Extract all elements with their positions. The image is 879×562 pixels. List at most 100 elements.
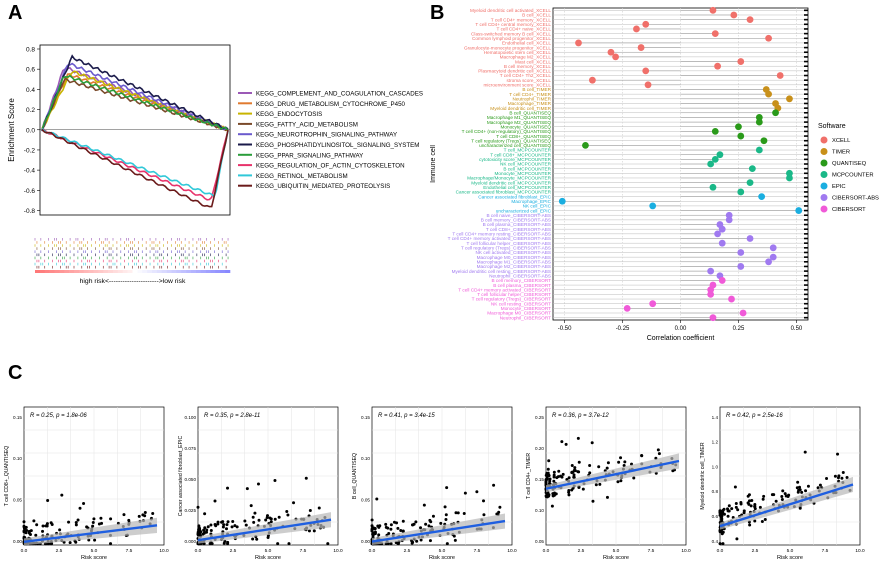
lollipop-point (748, 165, 756, 173)
gsea-enrichment-plot: 0.8 0.6 0.4 0.2 0.0 -0.2 -0.4 -0.6 -0.8 Enrichmen… (7, 44, 423, 285)
scatter-point (746, 494, 750, 498)
software-legend-label: CIBERSORT-ABS (832, 196, 879, 202)
scatter-point (640, 454, 644, 458)
scatter-point (656, 448, 660, 452)
scatter-xtick-label: 10.0 (159, 548, 169, 554)
scatter-point (576, 436, 580, 440)
lollipop-point (589, 76, 596, 84)
scatter-point (256, 482, 260, 486)
scatter-point (41, 524, 45, 528)
software-legend-label: MCPCOUNTER (832, 173, 874, 179)
scatter-point (581, 487, 585, 491)
scatter-point (375, 497, 379, 501)
scatter-point (196, 532, 200, 536)
scatter-point (552, 479, 556, 483)
scatter-point (74, 523, 78, 527)
scatter-ylabel: Cancer associated fibroblast_EPIC (178, 436, 184, 517)
gsea-risk-gradient-cell (220, 270, 226, 273)
scatter-point (573, 466, 577, 470)
lollipop-point (765, 90, 772, 98)
scatter-point (22, 520, 26, 524)
lollipop-cell-label: Neutrophil_CIBERSORT-ABS (489, 273, 551, 278)
lollipop-xtick-label: -0.50 (558, 326, 572, 332)
gsea-risk-gradient-cell (225, 270, 231, 273)
software-legend-swatch (820, 182, 828, 190)
scatter-point (233, 524, 237, 528)
gsea-curve (41, 76, 229, 132)
scatter-point (226, 542, 230, 546)
scatter-point (605, 495, 609, 499)
lollipop-cell-label: Macrophage M1_QUANTISEQ (487, 115, 551, 120)
lollipop-cell-label: uncharacterized cell_EPIC (496, 208, 552, 213)
scatter-xtick-label: 10.0 (681, 548, 691, 554)
scatter-point (370, 524, 374, 528)
scatter-point (780, 494, 784, 498)
scatter-point (396, 526, 400, 530)
scatter-ytick-label: 0.05 (361, 497, 370, 502)
gsea-curve (41, 62, 229, 132)
scatter-point (253, 511, 257, 515)
lollipop-xtick-label: 0.50 (791, 326, 803, 332)
scatter-point (25, 528, 29, 532)
lollipop-point (765, 34, 772, 42)
gsea-risk-gradient-cell (210, 270, 216, 273)
gsea-risk-gradient-cell (122, 270, 128, 273)
scatter-ytick-label: 0.10 (13, 456, 22, 461)
lollipop-point (558, 197, 566, 205)
lollipop-point (737, 132, 745, 140)
scatter-point (27, 530, 31, 534)
scatter-point (410, 541, 414, 545)
lollipop-point (714, 230, 721, 238)
scatter-point (151, 512, 155, 516)
scatter-xtick-label: 0.0 (195, 548, 202, 554)
scatter-point (412, 522, 416, 526)
lollipop-point (711, 30, 719, 38)
lollipop-point (735, 123, 742, 131)
scatter-point (726, 514, 730, 518)
lollipop-point (755, 118, 763, 126)
lollipop-cell-label: B cell_XCELL (522, 13, 551, 18)
lollipop-cell-label: Endothelial cell_MCPCOUNTER (483, 185, 551, 190)
lollipop-point (730, 11, 738, 19)
scatter-point (41, 529, 45, 533)
scatter-point (82, 501, 86, 505)
scatter-point (326, 542, 330, 546)
lollipop-point (746, 179, 754, 187)
software-legend-title: Software (818, 123, 846, 130)
lollipop-cell-label: Common lymphoid progenitor_XCELL (472, 36, 551, 41)
scatter-point (734, 501, 738, 505)
lollipop-cell-label: T cell CD4+_TIMER (509, 92, 551, 97)
scatter-point (445, 542, 449, 546)
lollipop-cell-label: Granulocyte-monocyte progenitor_XCELL (464, 45, 551, 50)
gsea-risk-gradient-cell (127, 270, 133, 273)
scatter-point (784, 494, 788, 498)
lollipop-cell-label: Macrophage_EPIC (511, 199, 551, 204)
scatter-point (753, 504, 757, 508)
scatter-point (231, 519, 235, 523)
gsea-risk-gradient-cell (54, 270, 60, 273)
gsea-risk-gradient-cell (44, 270, 50, 273)
scatter-xtick-label: 0.0 (717, 548, 724, 554)
scatter-point (249, 504, 253, 508)
scatter-point (264, 518, 268, 522)
scatter-point (273, 517, 277, 521)
lollipop-point (623, 304, 631, 312)
gsea-risk-gradient-cell (39, 270, 46, 273)
lollipop-cell-label: T cell CD4+ Th2_XCELL (500, 73, 552, 78)
scatter-fit-line (545, 459, 680, 490)
lollipop-point (758, 193, 766, 200)
lollipop-cell-label: B cell memory_XCELL (504, 64, 552, 69)
scatter-ytick-label: 0.075 (185, 446, 197, 451)
scatter-point (269, 517, 273, 521)
scatter-correlation-annotation: R = 0.42, p = 2.5e-16 (726, 413, 783, 419)
scatter-ytick-label: 0.20 (535, 446, 544, 451)
scatter-point (727, 509, 731, 513)
gsea-ytick-label: 0.2 (26, 107, 35, 114)
scatter-point (389, 523, 393, 527)
scatter-point (91, 524, 95, 528)
scatter-point (92, 517, 96, 521)
scatter-point (623, 460, 627, 464)
scatter-point (202, 528, 206, 532)
scatter-point (428, 539, 432, 543)
scatter-point (572, 473, 576, 477)
